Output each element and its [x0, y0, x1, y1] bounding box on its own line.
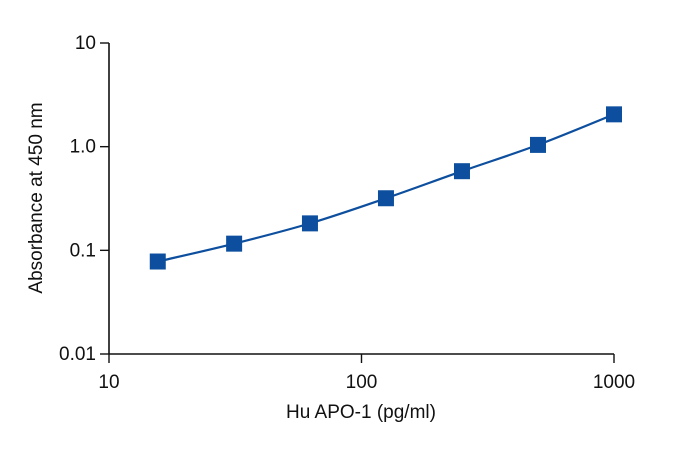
x-axis-title: Hu APO-1 (pg/ml) [286, 402, 436, 423]
data-point-1 [226, 235, 243, 252]
data-point-5 [529, 136, 546, 153]
y-tick-label-2: 0.1 [70, 240, 96, 261]
x-tick-label-1: 100 [346, 372, 378, 393]
x-tick-label-2: 1000 [593, 372, 635, 393]
data-point-0 [149, 253, 166, 270]
data-point-6 [606, 106, 622, 123]
data-point-4 [453, 163, 470, 180]
y-axis-title: Absorbance at 450 nm [26, 102, 47, 293]
data-point-2 [301, 215, 318, 232]
axes [108, 43, 614, 355]
series [149, 106, 622, 270]
y-tick-label-3: 0.01 [59, 344, 96, 365]
data-point-3 [377, 190, 394, 207]
x-tick-label-0: 10 [98, 372, 119, 393]
y-tick-label-1: 1.0 [70, 137, 96, 158]
y-tick-label-0: 10 [75, 33, 96, 54]
